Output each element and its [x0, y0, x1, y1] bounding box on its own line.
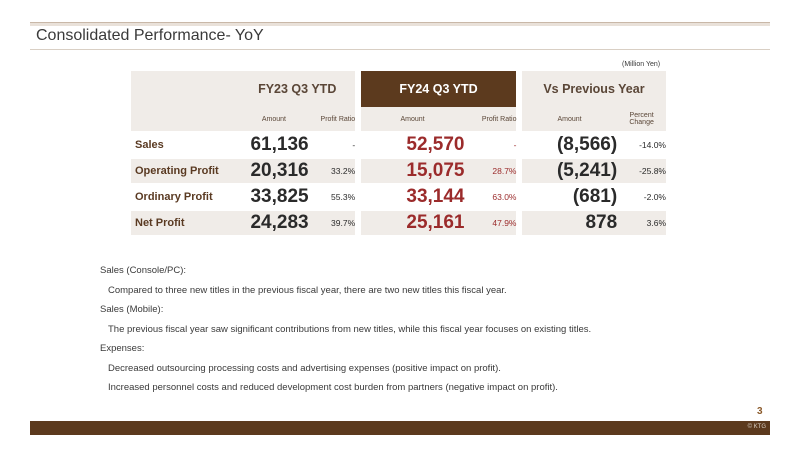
- fy24-amount: 33,144: [360, 183, 465, 209]
- note-detail: Increased personnel costs and reduced de…: [108, 382, 558, 393]
- fy23-amount: 61,136: [239, 131, 309, 157]
- fy24-amount: 52,570: [360, 131, 465, 157]
- row-label: Net Profit: [131, 209, 240, 235]
- vs-change: -2.0%: [617, 183, 666, 209]
- page-number: 3: [757, 406, 763, 417]
- fy23-ratio: 39.7%: [308, 209, 356, 235]
- subheader-fy23-amount: Amount: [239, 107, 309, 131]
- vs-amount: (681): [521, 183, 618, 209]
- fy24-ratio: -: [464, 131, 517, 157]
- footer-bar: © KTG: [30, 421, 770, 435]
- group-header-vs: Vs Previous Year: [521, 71, 666, 107]
- fy24-amount: 15,075: [360, 157, 465, 183]
- subheader-fy24-ratio: Profit Ratio: [464, 107, 517, 131]
- note-detail: Decreased outsourcing processing costs a…: [108, 362, 501, 374]
- note-heading: Expenses:: [100, 343, 145, 354]
- fy23-ratio: -: [308, 131, 356, 157]
- group-header-row: FY23 Q3 YTD FY24 Q3 YTD Vs Previous Year: [131, 71, 666, 107]
- group-header-fy24: FY24 Q3 YTD: [360, 71, 517, 107]
- fy23-amount: 24,283: [239, 209, 309, 235]
- title-accent: [30, 23, 770, 26]
- table-row: Ordinary Profit 33,825 55.3% 33,144 63.0…: [131, 183, 666, 209]
- vs-change: -14.0%: [617, 131, 666, 157]
- row-label: Sales: [131, 131, 240, 157]
- fy23-amount: 20,316: [239, 157, 309, 183]
- fy24-ratio: 47.9%: [464, 209, 517, 235]
- group-header-fy23: FY23 Q3 YTD: [239, 71, 356, 107]
- notes-section: Sales (Console/PC): Compared to three ne…: [100, 261, 760, 398]
- vs-amount: (8,566): [521, 131, 618, 157]
- fy24-amount: 25,161: [360, 209, 465, 235]
- subheader-vs-amount: Amount: [521, 107, 618, 131]
- fy24-ratio: 28.7%: [464, 157, 517, 183]
- unit-label: (Million Yen): [622, 61, 661, 68]
- subheader-row: Amount Profit Ratio Amount Profit Ratio …: [131, 107, 666, 131]
- vs-change: -25.8%: [617, 157, 666, 183]
- fy23-ratio: 33.2%: [308, 157, 356, 183]
- row-label: Operating Profit: [131, 157, 240, 183]
- vs-amount: (5,241): [521, 157, 618, 183]
- subheader-vs-change: Percent Change: [617, 107, 666, 131]
- vs-change: 3.6%: [617, 209, 666, 235]
- table-row: Sales 61,136 - 52,570 - (8,566) -14.0%: [131, 131, 666, 157]
- slide-title: Consolidated Performance- YoY: [36, 27, 264, 44]
- table-row: Operating Profit 20,316 33.2% 15,075 28.…: [131, 157, 666, 183]
- performance-table: FY23 Q3 YTD FY24 Q3 YTD Vs Previous Year…: [131, 71, 666, 235]
- note-heading: Sales (Mobile):: [100, 304, 164, 315]
- title-bar: Consolidated Performance- YoY: [30, 22, 770, 50]
- note-heading: Sales (Console/PC):: [100, 265, 187, 276]
- fy23-ratio: 55.3%: [308, 183, 356, 209]
- note-detail: The previous fiscal year saw significant…: [108, 323, 592, 335]
- row-label: Ordinary Profit: [131, 183, 240, 209]
- note-detail: Compared to three new titles in the prev…: [108, 284, 507, 296]
- corner-cell: [131, 71, 240, 107]
- subheader-fy23-ratio: Profit Ratio: [308, 107, 356, 131]
- subheader-fy24-amount: Amount: [360, 107, 465, 131]
- fy24-ratio: 63.0%: [464, 183, 517, 209]
- fy23-amount: 33,825: [239, 183, 309, 209]
- table-row: Net Profit 24,283 39.7% 25,161 47.9% 878…: [131, 209, 666, 235]
- vs-amount: 878: [521, 209, 618, 235]
- copyright-text: © KTG: [747, 424, 766, 430]
